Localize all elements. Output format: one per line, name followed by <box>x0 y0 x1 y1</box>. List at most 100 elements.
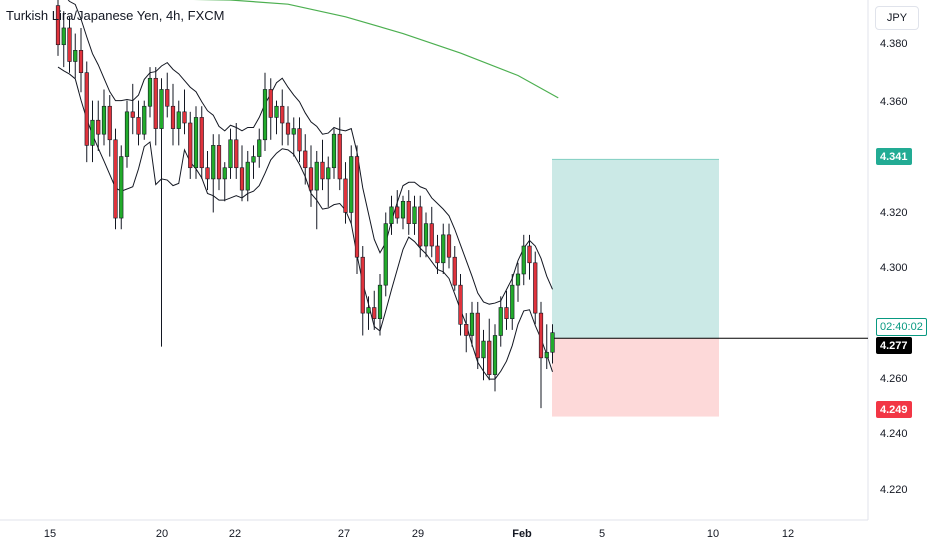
candle-body <box>377 284 383 320</box>
candle-body <box>90 119 95 146</box>
candle-body <box>61 27 66 46</box>
candle-body <box>153 77 158 129</box>
candle-body <box>239 167 245 191</box>
candle-body <box>475 312 480 359</box>
candle-body <box>544 351 549 359</box>
candle-body <box>188 122 193 169</box>
price-tick: 4.240 <box>880 428 908 440</box>
candle-body <box>504 307 509 320</box>
candle-body <box>487 340 492 375</box>
time-tick: Feb <box>512 528 532 540</box>
candle-body <box>452 256 457 286</box>
candle-body <box>251 156 256 163</box>
candle-body <box>423 223 429 247</box>
candle-body <box>257 139 262 157</box>
time-tick: 5 <box>598 528 606 540</box>
price-tick: 4.380 <box>880 38 908 50</box>
candle-body <box>274 105 279 118</box>
candle-body <box>73 50 78 62</box>
candle-body <box>429 223 434 247</box>
candle-body <box>142 105 147 135</box>
candle-body <box>354 156 360 258</box>
candle-body <box>372 307 377 320</box>
candle-body <box>176 111 181 129</box>
candle-body <box>383 223 388 286</box>
candle-body <box>320 161 325 180</box>
candle-body <box>55 5 61 46</box>
current-price-badge: 4.277 <box>876 337 912 354</box>
target-price-badge: 4.341 <box>876 148 912 165</box>
candle-body <box>533 262 538 314</box>
candle-body <box>193 117 199 169</box>
candle-body <box>498 307 503 336</box>
candle-body <box>199 117 204 169</box>
loss-zone <box>552 338 719 417</box>
candle-body <box>147 77 153 107</box>
candle-body <box>469 312 475 336</box>
candle-body <box>113 139 118 219</box>
candle-body <box>314 161 319 191</box>
candle-body <box>182 111 187 124</box>
time-tick: 27 <box>337 528 351 540</box>
candle-body <box>96 119 101 135</box>
candle-body <box>297 128 302 152</box>
time-tick: 15 <box>43 528 57 540</box>
candle-body <box>308 167 314 191</box>
candle-body <box>521 245 526 275</box>
price-tick: 4.360 <box>880 96 908 108</box>
candle-body <box>538 312 544 359</box>
candle-body <box>515 273 521 286</box>
candle-body <box>349 156 354 213</box>
candle-body <box>337 133 342 180</box>
candle-body <box>280 105 285 124</box>
candle-body <box>165 89 170 107</box>
candle-body <box>228 139 233 169</box>
time-tick: 22 <box>228 528 242 540</box>
candle-body <box>159 89 164 129</box>
candle-body <box>170 105 176 129</box>
candle-body <box>400 200 406 219</box>
candle-body <box>550 332 555 353</box>
price-tick: 4.300 <box>880 262 908 274</box>
candle-body <box>331 133 337 169</box>
candle-body <box>303 150 308 169</box>
candle-body <box>291 128 296 135</box>
candle-body <box>211 145 216 180</box>
candle-body <box>446 234 452 258</box>
candle-body <box>481 340 486 359</box>
candle-body <box>395 206 400 219</box>
candle-body <box>441 234 446 264</box>
candle-body <box>216 145 222 180</box>
candle-body <box>406 200 411 224</box>
candle-body <box>492 335 498 375</box>
time-tick: 20 <box>155 528 169 540</box>
candle-body <box>67 27 72 62</box>
candle-body <box>435 245 440 264</box>
candle-body <box>360 256 365 314</box>
stop-price-badge: 4.249 <box>876 401 912 418</box>
candle-body <box>107 105 112 141</box>
candle-body <box>205 167 210 180</box>
profit-zone <box>552 159 719 339</box>
candle-body <box>343 178 348 213</box>
time-tick: 29 <box>411 528 425 540</box>
currency-button[interactable]: JPY <box>875 6 919 30</box>
upper-band-line <box>67 0 553 305</box>
candle-body <box>84 72 89 146</box>
candle-body <box>101 105 107 135</box>
price-tick: 4.220 <box>880 484 908 496</box>
candle-body <box>234 139 239 169</box>
price-tick: 4.260 <box>880 373 908 385</box>
candle-body <box>78 50 84 73</box>
candle-body <box>458 284 463 325</box>
time-tick: 10 <box>706 528 720 540</box>
time-tick: 12 <box>781 528 795 540</box>
candle-body <box>285 122 291 135</box>
candle-body <box>366 307 371 314</box>
candle-body <box>418 206 423 247</box>
bar-countdown: 02:40:02 <box>876 318 927 336</box>
candle-body <box>130 111 135 118</box>
candle-body <box>222 167 227 180</box>
candle-body <box>527 245 532 264</box>
